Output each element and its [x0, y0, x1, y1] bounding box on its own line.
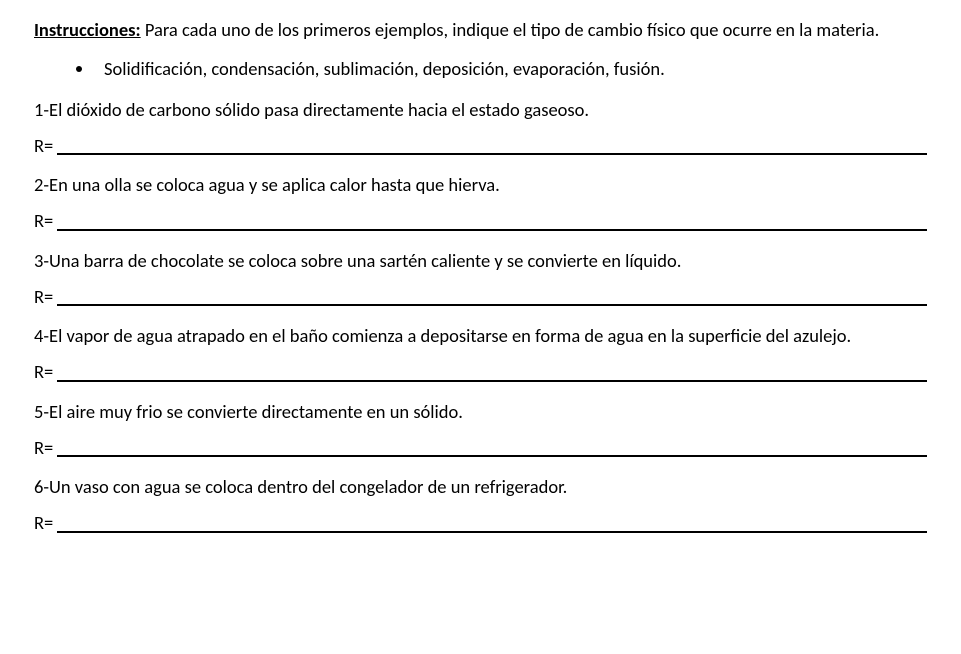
- question-text-2: 2-En una olla se coloca agua y se aplica…: [34, 173, 927, 198]
- answer-row-5: R=: [34, 439, 927, 458]
- options-bullet-row: Solidificación, condensación, sublimació…: [76, 57, 927, 80]
- instructions-text: Para cada uno de los primeros ejemplos, …: [141, 18, 880, 41]
- question-text-1: 1-El dióxido de carbono sólido pasa dire…: [34, 98, 927, 123]
- answer-input-2[interactable]: [57, 213, 927, 231]
- instructions-label: Instrucciones:: [34, 18, 141, 41]
- question-text-4: 4-El vapor de agua atrapado en el baño c…: [34, 324, 927, 349]
- question-block-2: 2-En una olla se coloca agua y se aplica…: [34, 173, 927, 230]
- question-block-1: 1-El dióxido de carbono sólido pasa dire…: [34, 98, 927, 155]
- bullet-icon: [76, 66, 82, 72]
- answer-prefix-6: R=: [34, 514, 57, 533]
- worksheet-page: Instrucciones: Para cada uno de los prim…: [0, 0, 961, 575]
- options-text: Solidificación, condensación, sublimació…: [104, 57, 665, 80]
- question-block-6: 6-Un vaso con agua se coloca dentro del …: [34, 475, 927, 532]
- answer-input-5[interactable]: [57, 439, 927, 457]
- answer-row-3: R=: [34, 288, 927, 307]
- answer-prefix-4: R=: [34, 363, 57, 382]
- instructions-paragraph: Instrucciones: Para cada uno de los prim…: [34, 18, 927, 43]
- question-text-3: 3-Una barra de chocolate se coloca sobre…: [34, 249, 927, 274]
- answer-row-2: R=: [34, 212, 927, 231]
- answer-input-4[interactable]: [57, 364, 927, 382]
- answer-row-1: R=: [34, 137, 927, 156]
- question-text-5: 5-El aire muy frio se convierte directam…: [34, 400, 927, 425]
- answer-row-4: R=: [34, 363, 927, 382]
- question-block-5: 5-El aire muy frio se convierte directam…: [34, 400, 927, 457]
- answer-prefix-2: R=: [34, 212, 57, 231]
- question-block-3: 3-Una barra de chocolate se coloca sobre…: [34, 249, 927, 306]
- question-text-6: 6-Un vaso con agua se coloca dentro del …: [34, 475, 927, 500]
- answer-row-6: R=: [34, 514, 927, 533]
- answer-prefix-3: R=: [34, 288, 57, 307]
- question-block-4: 4-El vapor de agua atrapado en el baño c…: [34, 324, 927, 381]
- answer-prefix-5: R=: [34, 439, 57, 458]
- answer-prefix-1: R=: [34, 137, 57, 156]
- answer-input-1[interactable]: [57, 137, 927, 155]
- answer-input-6[interactable]: [57, 515, 927, 533]
- answer-input-3[interactable]: [57, 288, 927, 306]
